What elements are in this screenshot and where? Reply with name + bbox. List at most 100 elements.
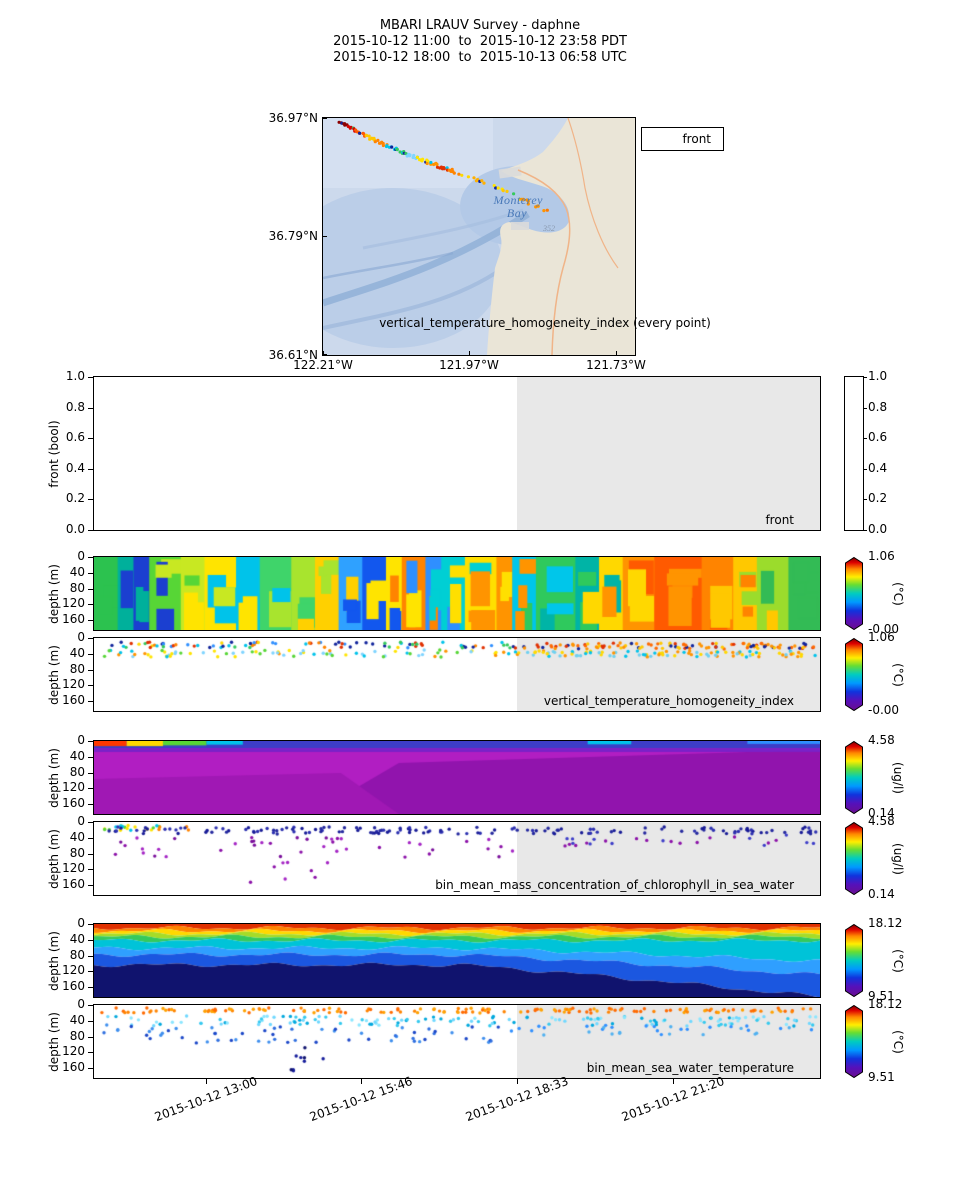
y-tick-mark — [88, 756, 93, 758]
y-tick-mark — [88, 987, 93, 989]
panel-chl_heatmap — [93, 740, 821, 815]
colorbar-unit-label: (ug/l) — [891, 842, 905, 875]
y-tick-label: 80 — [69, 764, 85, 779]
vthi_heatmap-plot-canvas — [94, 557, 820, 630]
colorbar-tick-mark — [863, 438, 867, 440]
y-tick-label: 120 — [62, 780, 85, 795]
map-road — [517, 169, 571, 356]
y-tick-mark — [88, 1052, 93, 1054]
colorbar-tick-label: -0.00 — [868, 622, 900, 636]
y-tick-mark — [88, 1020, 93, 1022]
colorbar-unit-label: (°C) — [891, 662, 905, 687]
y-tick-mark — [88, 468, 93, 470]
colorbar-tick-label: 1.0 — [868, 369, 888, 383]
y-tick-mark — [88, 530, 93, 531]
panel-vthi_heatmap — [93, 556, 821, 631]
y-tick-mark — [88, 499, 93, 501]
y-tick-mark — [88, 620, 93, 622]
y-tick-mark — [88, 1005, 93, 1006]
colorbar-tick-label: 0.2 — [868, 491, 888, 506]
y-tick-label: 0 — [77, 997, 85, 1011]
y-tick-label: 120 — [62, 861, 85, 876]
y-tick-mark — [88, 1068, 93, 1070]
colorbar-tick-label: 18.12 — [868, 916, 903, 930]
vthi_scatter-plot-canvas — [94, 638, 820, 711]
y-tick-label: 0 — [77, 549, 85, 563]
panel-front: front — [93, 376, 821, 531]
map-lon-tick-0: 122.21°W — [293, 358, 353, 372]
panel-chl_scatter: bin_mean_mass_concentration_of_chlorophy… — [93, 821, 821, 896]
colorbar-chl_heatmap — [845, 740, 863, 815]
figure-title: MBARI LRAUV Survey - daphne — [379, 18, 581, 33]
panel-inner-label: vertical_temperature_homogeneity_index — [543, 694, 794, 708]
colorbar-unit-label: (ug/l) — [891, 761, 905, 794]
colorbar-tick-label: 0.14 — [868, 887, 895, 901]
temp_heatmap-plot-canvas — [94, 924, 820, 997]
colorbar-vthi_heatmap — [845, 556, 863, 631]
x-tick-mark — [205, 1079, 207, 1084]
y-tick-label: 160 — [62, 612, 85, 627]
colorbar-tick-label: 0.14 — [868, 806, 895, 820]
y-tick-mark — [88, 557, 93, 558]
temp_scatter-plot-canvas — [94, 1005, 820, 1078]
panel-inner-label: bin_mean_sea_water_temperature — [586, 1061, 794, 1075]
y-tick-label: 40 — [69, 748, 85, 763]
y-tick-label: 40 — [69, 829, 85, 844]
colorbar-tick-label: 0.8 — [868, 399, 888, 414]
y-tick-mark — [88, 1036, 93, 1038]
y-tick-mark — [88, 588, 93, 590]
colorbar-tick-label: 4.58 — [868, 814, 895, 828]
figure-daterange-utc: 2015-10-12 18:00 to 2015-10-13 06:58 UTC — [333, 50, 627, 65]
colorbar-tick-mark — [863, 377, 867, 378]
colorbar-tick-label: 9.51 — [868, 989, 895, 1003]
colorbar-tick-label: 4.58 — [868, 733, 895, 747]
vehicle-track-dots — [337, 120, 549, 213]
panel-inner-label: bin_mean_mass_concentration_of_chlorophy… — [435, 878, 794, 892]
y-tick-label: 160 — [62, 1060, 85, 1075]
y-tick-label: 160 — [62, 796, 85, 811]
map-lat-tick-1: 36.79°N — [268, 229, 318, 243]
chl_scatter-plot-canvas — [94, 822, 820, 895]
night-shade-region — [516, 377, 820, 530]
y-tick-mark — [88, 939, 93, 941]
y-tick-label: 80 — [69, 845, 85, 860]
colorbar-unit-label: (°C) — [891, 581, 905, 606]
y-tick-label: 0.2 — [65, 491, 85, 506]
y-tick-label: 0.0 — [65, 522, 85, 536]
y-tick-mark — [88, 701, 93, 703]
y-tick-label: 80 — [69, 580, 85, 595]
legend-key-sample — [654, 134, 676, 144]
x-tick-mark — [672, 1079, 674, 1084]
y-tick-mark — [88, 377, 93, 378]
map-lat-tick-2: 36.61°N — [268, 348, 318, 362]
map-place-label: Monterey Bay — [492, 193, 546, 220]
colorbar-tick-label: 1.06 — [868, 630, 895, 644]
y-tick-label: 120 — [62, 596, 85, 611]
y-tick-mark — [88, 837, 93, 839]
y-tick-label: 80 — [69, 1028, 85, 1043]
y-tick-mark — [88, 924, 93, 925]
y-tick-mark — [88, 653, 93, 655]
panel-vthi_scatter: vertical_temperature_homogeneity_index — [93, 637, 821, 712]
y-tick-mark — [88, 853, 93, 855]
colorbar-tick-label: 0.4 — [868, 460, 888, 475]
legend-box: front — [641, 127, 724, 151]
panel-temp_heatmap — [93, 923, 821, 998]
y-tick-label: 80 — [69, 947, 85, 962]
figure-header: MBARI LRAUV Survey - daphne 2015-10-12 1… — [180, 18, 780, 66]
y-tick-label: 40 — [69, 645, 85, 660]
y-tick-label: 40 — [69, 564, 85, 579]
colorbar-tick-mark — [863, 468, 867, 470]
y-tick-label: 160 — [62, 979, 85, 994]
colorbar-tick-label: -0.00 — [868, 703, 900, 717]
y-tick-label: 120 — [62, 963, 85, 978]
y-tick-label: 40 — [69, 931, 85, 946]
y-tick-label: 1.0 — [65, 369, 85, 383]
y-tick-mark — [88, 955, 93, 957]
colorbar-tick-label: 18.12 — [868, 997, 903, 1011]
colorbar-unit-label: (°C) — [891, 948, 905, 973]
colorbar-tick-label: 1.06 — [868, 549, 895, 563]
y-tick-label: 80 — [69, 661, 85, 676]
y-tick-label: 0.8 — [65, 399, 85, 414]
colorbar-temp_heatmap — [845, 923, 863, 998]
